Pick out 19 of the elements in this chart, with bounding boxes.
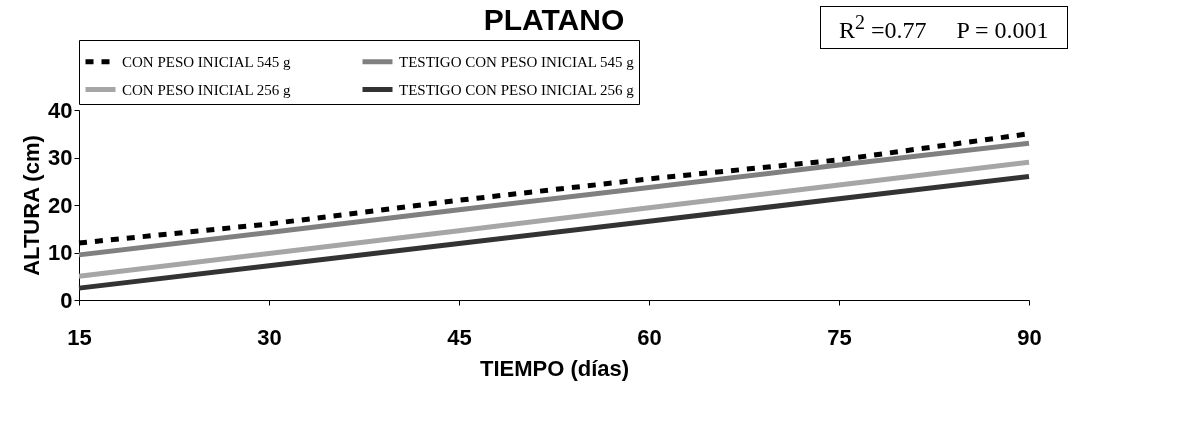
legend-label: CON PESO INICIAL 545 g: [122, 53, 292, 70]
y-tick-label: 30: [48, 145, 73, 170]
y-tick-label: 40: [48, 97, 73, 123]
x-tick-label: 30: [257, 324, 282, 350]
legend-label: TESTIGO CON PESO INICIAL 256 g: [399, 81, 635, 98]
legend-label: CON PESO INICIAL 256 g: [122, 81, 292, 98]
x-tick-label: 60: [637, 324, 662, 350]
legend-label: TESTIGO CON PESO INICIAL 545 g: [399, 53, 635, 70]
y-tick-label: 10: [48, 240, 73, 265]
y-tick-label: 0: [60, 287, 73, 313]
stats-box: R$^{2}$ =0.77 P = 0.001: [820, 6, 1068, 49]
x-tick-label: 45: [447, 324, 472, 350]
x-tick-label: 15: [67, 324, 92, 350]
x-tick-label: 75: [827, 324, 852, 350]
y-tick-label: 20: [48, 192, 73, 218]
x-axis-title: TIEMPO (días): [479, 355, 630, 381]
y-axis-title: ALTURA (cm): [19, 135, 45, 276]
chart-title: PLATANO: [483, 2, 625, 36]
x-tick-label: 90: [1017, 324, 1042, 350]
